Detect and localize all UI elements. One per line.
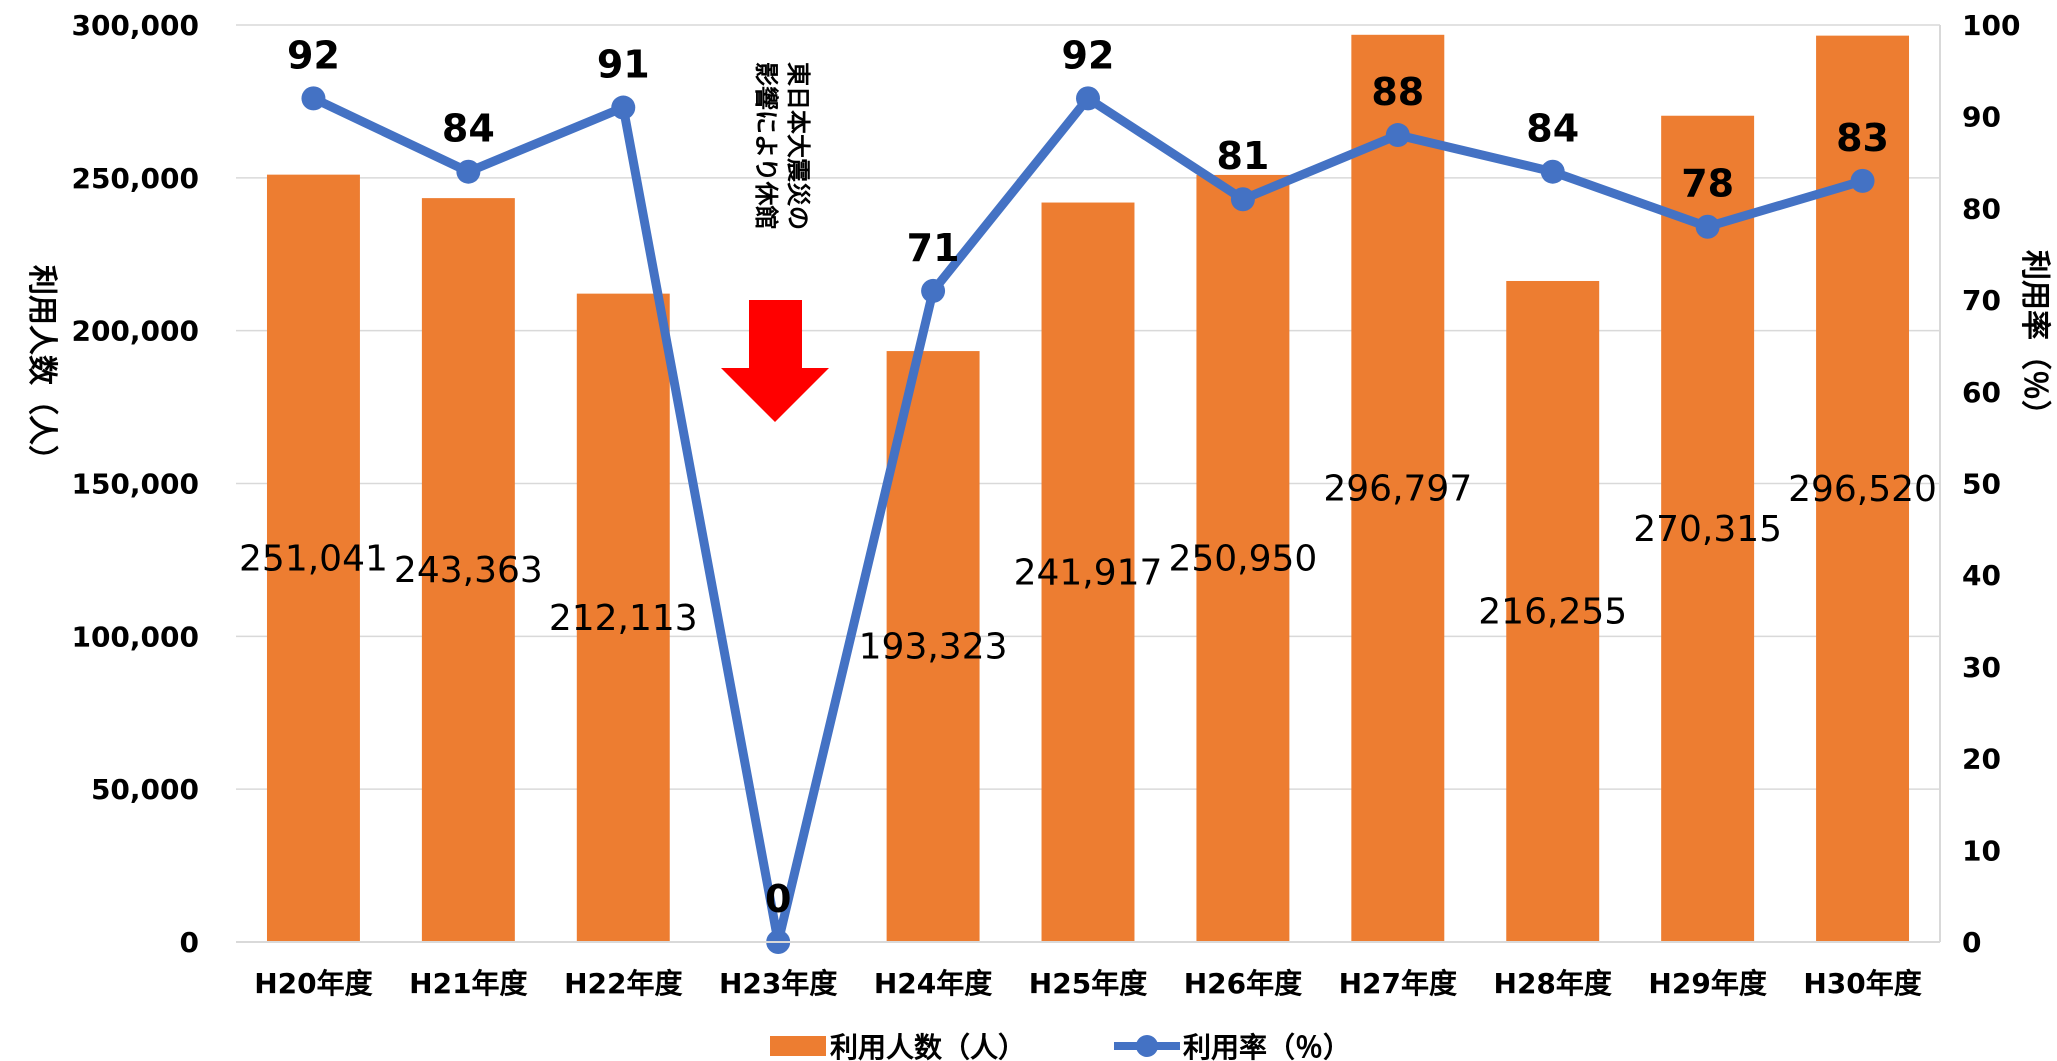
bar [1196,174,1290,942]
line-point [921,278,946,303]
x-tick-label: H30年度 [1803,967,1921,1000]
y2-tick-label: 30 [1962,651,2001,684]
y-tick-label: 300,000 [71,9,199,42]
bar-data-label: 296,520 [1788,469,1937,510]
bar [576,293,670,943]
line-point [1695,214,1720,239]
line-point [1230,187,1255,212]
bar [1506,280,1600,942]
line-series [301,86,1875,954]
line-point [1850,168,1875,193]
bar-data-label: 241,917 [1014,552,1163,593]
y2-tick-label: 50 [1962,468,2001,501]
line-point [301,86,326,111]
bar-data-label: 270,315 [1633,509,1782,550]
y-axis-title: 利用人数（人） [24,265,59,475]
y-tick-label: 250,000 [71,162,199,195]
x-tick-label: H26年度 [1184,967,1302,1000]
bar [1351,34,1445,942]
x-tick-label: H25年度 [1029,967,1147,1000]
y2-axis-title: 利用率（％） [2017,250,2052,430]
line-data-label: 83 [1836,116,1889,160]
bar [266,174,360,942]
legend-bar-swatch [770,1036,826,1056]
legend: 利用人数（人） 利用率（％） [770,1031,1351,1061]
y2-tick-label: 90 [1962,101,2001,134]
bar-series [266,34,1910,943]
down-arrow-icon [721,300,829,422]
legend-line-label: 利用率（％） [1183,1031,1351,1061]
line-data-label: 92 [287,33,340,77]
bar-data-label: 250,950 [1168,538,1317,579]
line-data-label: 0 [765,877,791,921]
legend-bar-label: 利用人数（人） [830,1031,1026,1061]
line-data-label: 71 [907,226,960,270]
bar-data-label: 243,363 [394,550,543,591]
y2-tick-label: 100 [1962,9,2020,42]
bar [886,351,980,942]
x-tick-label: H24年度 [874,967,992,1000]
line-point [456,159,481,184]
left-axis: 0 50,000 100,000 150,000 200,000 250,000 300,0… [71,9,199,959]
line-point [611,95,636,120]
line-data-label: 88 [1371,70,1424,114]
y2-tick-label: 40 [1962,559,2001,592]
y-tick-label: 0 [180,926,199,959]
y2-tick-label: 0 [1962,926,1981,959]
line-data-labels: 92 84 91 0 71 92 81 88 84 78 83 [287,33,1889,921]
y2-tick-label: 20 [1962,743,2001,776]
bar [1041,202,1135,942]
y-tick-label: 100,000 [71,620,199,653]
bar-data-label: 216,255 [1478,591,1627,632]
line-data-label: 81 [1216,134,1269,178]
line-data-label: 84 [442,107,495,151]
y-tick-label: 150,000 [71,468,199,501]
right-axis: 0 10 20 30 40 50 60 70 80 90 100 [1939,9,2020,959]
y-tick-label: 200,000 [71,315,199,348]
y2-tick-label: 70 [1962,284,2001,317]
bar-data-label: 212,113 [549,598,698,639]
y2-tick-label: 80 [1962,192,2001,225]
bar [421,198,515,943]
y-tick-label: 50,000 [91,773,199,806]
bar-data-label: 251,041 [239,538,388,579]
x-tick-label: H29年度 [1648,967,1766,1000]
x-tick-label: H22年度 [564,967,682,1000]
category-axis: H20年度 H21年度 H22年度 H23年度 H24年度 H25年度 H26年度 H27年度… [236,941,1940,1000]
x-tick-label: H27年度 [1339,967,1457,1000]
line-point [1385,123,1410,148]
y2-tick-label: 10 [1962,834,2001,867]
x-tick-label: H23年度 [719,967,837,1000]
line-point [1540,159,1565,184]
y2-tick-label: 60 [1962,376,2001,409]
x-tick-label: H20年度 [254,967,372,1000]
bar [1661,115,1755,942]
line-data-label: 84 [1526,107,1579,151]
closure-annotation: 東日本大震災の 影響により休館 [721,62,829,422]
annotation-line-2: 影響により休館 [752,62,780,230]
bar-data-label: 193,323 [859,627,1008,668]
line-data-label: 91 [597,43,650,87]
x-tick-label: H21年度 [409,967,527,1000]
legend-line-marker [1136,1035,1158,1057]
line-point [1076,86,1100,111]
x-tick-label: H28年度 [1494,967,1612,1000]
line-data-label: 78 [1681,162,1734,206]
bar-data-label: 296,797 [1323,468,1472,509]
annotation-line-1: 東日本大震災の [784,62,812,230]
line-data-label: 92 [1062,33,1115,77]
